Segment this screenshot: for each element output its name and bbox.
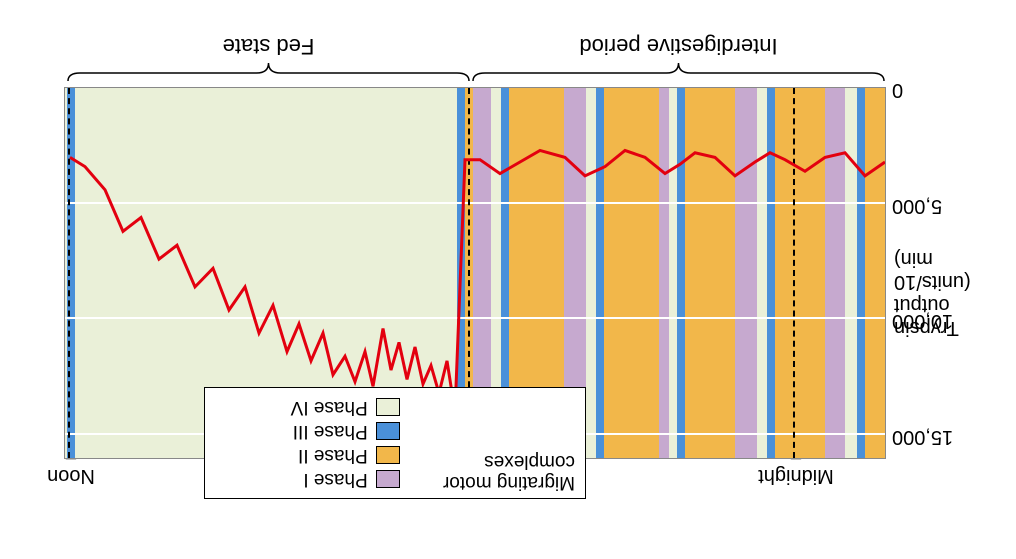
y-tick-label: 0 — [892, 78, 1012, 101]
legend-item: Phase IV — [291, 396, 400, 418]
legend-label: Phase III — [293, 420, 368, 442]
chart-canvas: Trypsin output (units/10 min) 05,00010,0… — [0, 0, 1016, 559]
legend-item: Phase I — [291, 468, 400, 490]
brace-icon — [471, 61, 886, 83]
legend-label: Phase II — [298, 444, 368, 466]
y-tick-label: 10,000 — [892, 309, 1012, 332]
legend-swatch — [376, 398, 400, 416]
y-tick-label: 15,000 — [892, 425, 1012, 448]
period-label: Fed state — [66, 33, 471, 59]
period-label: Interdigestive period — [471, 33, 886, 59]
legend-label: Phase IV — [291, 396, 368, 418]
legend-swatch — [376, 470, 400, 488]
legend-title: Migrating motor complexes — [405, 450, 575, 492]
legend-item: Phase II — [291, 444, 400, 466]
x-tick-label: Midnight — [758, 464, 834, 487]
x-tick-label: Noon — [47, 464, 95, 487]
legend-swatch — [376, 446, 400, 464]
legend: Migrating motor complexes Phase IPhase I… — [204, 387, 586, 499]
brace-icon — [66, 61, 471, 83]
legend-label: Phase I — [303, 468, 367, 490]
legend-title-1: Migrating motor — [443, 472, 575, 493]
legend-title-2: complexes — [484, 451, 575, 472]
y-tick-label: 5,000 — [892, 194, 1012, 217]
legend-swatch — [376, 422, 400, 440]
y-axis-title-3: (units/10 min) — [894, 247, 1004, 293]
legend-item: Phase III — [291, 420, 400, 442]
